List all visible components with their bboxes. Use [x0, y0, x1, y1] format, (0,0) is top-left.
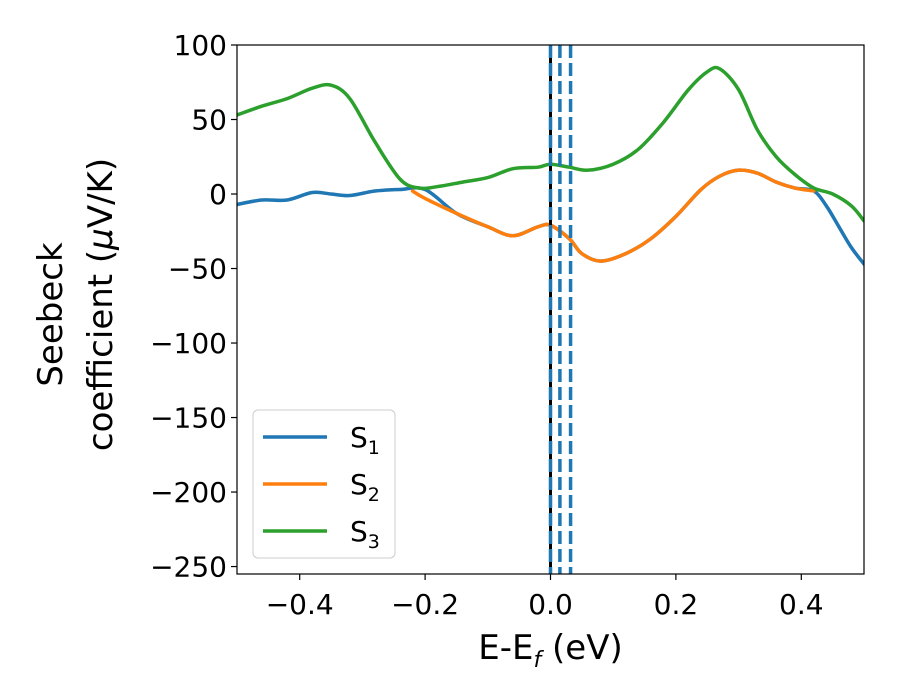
legend-label-S3: S3	[350, 515, 380, 553]
x-tick-label: 0.2	[654, 588, 699, 621]
y-axis-label: Seebeck coefficient (μV/K)	[31, 158, 121, 451]
y-tick-label: 50	[191, 104, 227, 137]
legend: S1 S2 S3	[252, 409, 396, 559]
series-line-S2	[410, 168, 816, 263]
x-tick-label: −0.2	[391, 588, 459, 621]
x-axis-ticks: −0.4 −0.2 0.0 0.2 0.4	[266, 574, 824, 621]
y-axis-label-line2: coefficient (μV/K)	[81, 158, 121, 451]
y-axis-ticks: 100 50 0 −50 −100 −150 −200 −250	[150, 29, 237, 584]
y-tick-label: −50	[168, 253, 227, 286]
y-tick-label: 100	[174, 29, 227, 62]
x-tick-label: −0.4	[266, 588, 334, 621]
y-tick-label: 0	[209, 178, 227, 211]
legend-label-S2: S2	[350, 468, 380, 506]
x-tick-label: 0.4	[779, 588, 824, 621]
series-line-S3	[237, 65, 864, 223]
y-axis-label-line1: Seebeck	[31, 242, 71, 387]
x-tick-label: 0.0	[528, 588, 573, 621]
legend-label-S1: S1	[350, 421, 380, 459]
x-axis-label: E-Ef (eV)	[478, 628, 623, 673]
data-layer	[237, 45, 864, 574]
y-tick-label: −150	[150, 402, 227, 435]
y-tick-label: −100	[150, 327, 227, 360]
y-tick-label: −250	[150, 551, 227, 584]
y-tick-label: −200	[150, 476, 227, 509]
